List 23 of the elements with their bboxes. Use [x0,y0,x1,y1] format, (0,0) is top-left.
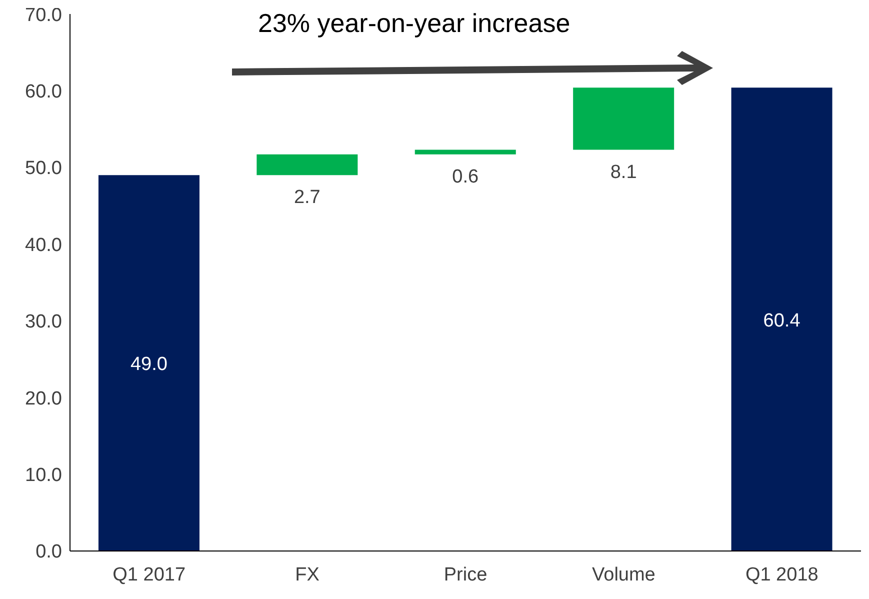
bar [731,88,832,551]
bar [414,150,516,154]
bar [98,175,200,551]
data-label: 8.1 [610,162,637,183]
y-tick-label: 60.0 [25,81,62,102]
data-label: 60.4 [763,310,801,332]
data-label: 0.6 [452,166,479,188]
data-label: 2.7 [294,187,320,208]
x-tick-label: Price [444,564,488,586]
y-tick-label: 40.0 [25,234,62,256]
y-tick-label: 30.0 [25,312,62,333]
x-tick-label: FX [295,564,320,586]
y-tick-label: 10.0 [25,465,62,486]
y-tick-label: 50.0 [25,158,62,180]
x-tick-label: Volume [592,564,656,586]
data-label: 49.0 [130,354,168,376]
bar [573,88,674,150]
x-tick-label: Q1 2018 [745,564,818,586]
bar [256,154,358,176]
x-tick-label: Q1 2017 [112,564,186,586]
annotation: 23% year-on-year increase [258,8,570,39]
y-tick-label: 20.0 [25,388,62,410]
y-tick-label: 0.0 [36,542,62,563]
